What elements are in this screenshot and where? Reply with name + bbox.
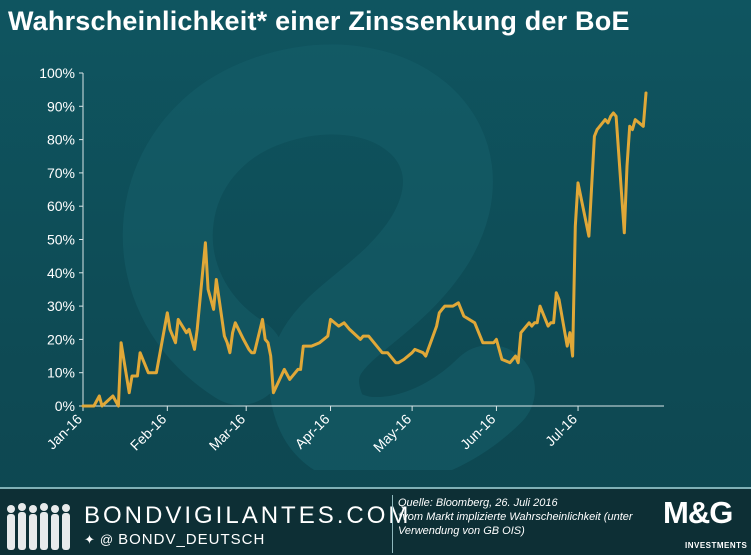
- twitter-icon: ✦: [84, 532, 96, 547]
- y-tick-label: 60%: [47, 198, 75, 214]
- x-tick-label: Feb-16: [127, 411, 170, 454]
- y-tick-label: 80%: [47, 132, 75, 148]
- x-tick-label: May-16: [370, 411, 414, 455]
- y-tick-label: 30%: [47, 298, 75, 314]
- y-tick-label: 0%: [55, 398, 75, 414]
- social-handle: BONDV_DEUTSCH: [118, 531, 266, 548]
- y-tick-label: 20%: [47, 331, 75, 347]
- x-tick-label: Jul-16: [542, 411, 580, 449]
- watermark-graphic: [122, 44, 535, 470]
- x-tick-label: Mar-16: [206, 411, 249, 454]
- x-tick-label: Jan-16: [44, 411, 86, 453]
- footnote-line: *vom Markt implizierte Wahrscheinlichkei…: [398, 511, 633, 537]
- at-icon: @: [99, 532, 115, 547]
- people-silhouette-icon: [7, 503, 70, 550]
- footer-divider: [392, 495, 393, 553]
- y-tick-label: 70%: [47, 165, 75, 181]
- mg-logo: M&G INVESTMENTS: [655, 491, 751, 555]
- social-handle-row[interactable]: ✦ @ BONDV_DEUTSCH: [84, 531, 265, 548]
- y-tick-label: 10%: [47, 365, 75, 381]
- source-line: Quelle: Bloomberg, 26. Juli 2016: [398, 497, 558, 509]
- x-tick-label: Apr-16: [292, 411, 333, 452]
- logo-mark: M&G: [663, 495, 733, 530]
- brand-link[interactable]: BONDVIGILANTES.COM: [84, 502, 412, 529]
- x-tick-label: Jun-16: [457, 411, 499, 453]
- logo-subtitle: INVESTMENTS: [685, 541, 748, 550]
- y-tick-label: 50%: [47, 232, 75, 248]
- line-chart: 0% 10% 20% 30% 40% 50% 60% 70% 80% 90% 100% Jan-16 F…: [39, 65, 664, 455]
- series-line: [81, 91, 648, 408]
- source-note: Quelle: Bloomberg, 26. Juli 2016 *vom Ma…: [398, 496, 643, 538]
- y-tick-label: 40%: [47, 265, 75, 281]
- page-title: Wahrscheinlichkeit* einer Zinssenkung de…: [8, 6, 630, 36]
- y-tick-label: 100%: [39, 65, 75, 81]
- footer: BONDVIGILANTES.COM ✦ @ BONDV_DEUTSCH Quell…: [0, 487, 751, 555]
- y-tick-label: 90%: [47, 98, 75, 114]
